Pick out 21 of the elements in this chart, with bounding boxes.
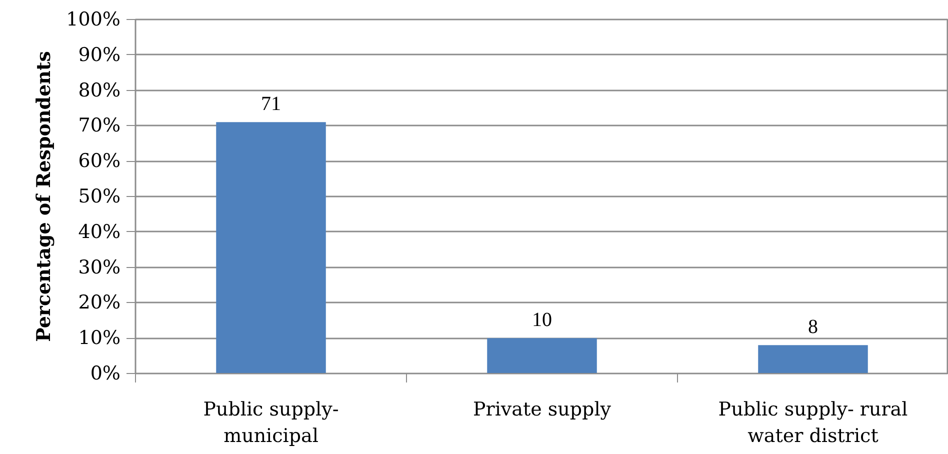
y-axis-title: Percentage of Respondents	[33, 51, 56, 342]
y-tick-label: 70%	[78, 114, 121, 137]
bar	[758, 345, 868, 374]
x-tick-label: Private supply	[472, 398, 612, 420]
y-tick-label: 30%	[78, 256, 121, 278]
data-label: 10	[532, 309, 552, 332]
y-tick-label: 90%	[78, 44, 121, 66]
y-tick-label: 80%	[78, 79, 121, 102]
y-tick-label: 40%	[78, 220, 121, 243]
y-tick-label: 60%	[78, 150, 121, 172]
y-tick-label: 50%	[78, 186, 121, 208]
y-tick-label: 10%	[78, 327, 121, 350]
bar	[216, 122, 326, 374]
x-tick-label: Public supply- rural water district	[718, 398, 908, 447]
x-tick-label: Public supply- municipal	[203, 398, 339, 447]
y-tick-label: 20%	[78, 292, 121, 314]
data-label: 8	[808, 316, 818, 338]
y-tick-label: 0%	[90, 362, 121, 384]
y-tick-label: 100%	[66, 8, 121, 30]
bar	[487, 338, 597, 374]
data-label: 71	[261, 93, 281, 116]
